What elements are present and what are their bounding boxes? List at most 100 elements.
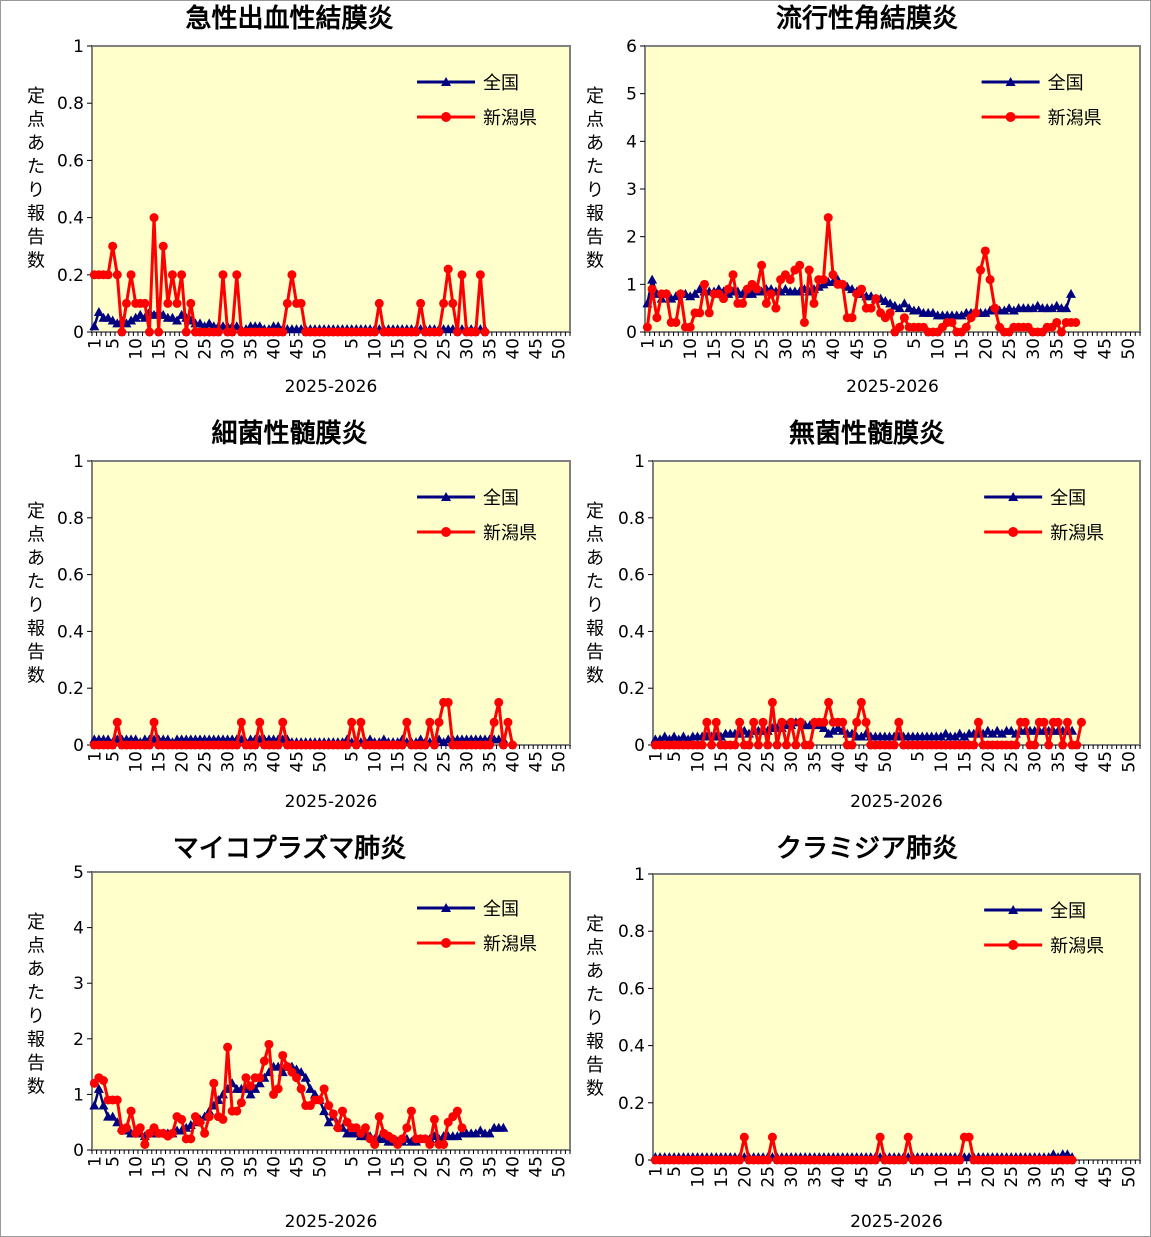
x-tick-label: 25 <box>196 751 216 773</box>
data-point-niigata <box>1072 740 1082 750</box>
x-tick-label: 15 <box>389 1156 409 1178</box>
data-point-national <box>659 731 670 741</box>
data-point-niigata <box>809 298 819 308</box>
data-point-niigata <box>337 1106 347 1116</box>
x-tick-label: 40 <box>1072 751 1092 773</box>
y-tick-label: 1 <box>73 452 84 472</box>
data-point-niigata <box>697 740 707 750</box>
data-point-niigata <box>457 1123 467 1133</box>
x-tick-label: 45 <box>288 1156 308 1178</box>
data-point-national <box>935 731 946 741</box>
data-point-niigata <box>973 717 983 727</box>
x-tick-label: 5 <box>343 751 363 762</box>
data-point-niigata <box>838 279 848 289</box>
x-tick-label: 15 <box>389 751 409 773</box>
x-tick-label: 45 <box>1095 338 1115 360</box>
data-point-national <box>93 306 104 316</box>
data-point-niigata <box>135 1123 145 1133</box>
data-point-niigata <box>805 740 815 750</box>
data-point-niigata <box>719 294 729 304</box>
data-point-niigata <box>140 298 150 308</box>
x-tick-label: 35 <box>806 1166 826 1188</box>
x-tick-label: 50 <box>311 751 331 773</box>
y-tick-label: 0.2 <box>618 679 645 699</box>
data-point-niigata <box>246 1081 256 1091</box>
data-point-national <box>940 728 951 738</box>
data-point-niigata <box>112 1095 122 1105</box>
x-tick-label: 50 <box>550 338 570 360</box>
data-point-niigata <box>402 717 412 727</box>
data-point-national <box>300 1072 311 1082</box>
data-point-niigata <box>167 1128 177 1138</box>
chart-title: 無菌性髄膜炎 <box>789 419 945 449</box>
data-point-niigata <box>861 717 871 727</box>
data-point-niigata <box>342 740 352 750</box>
data-point-niigata <box>121 298 131 308</box>
data-point-niigata <box>885 308 895 318</box>
x-tick-label: 30 <box>1024 338 1044 360</box>
data-point-national <box>950 731 961 741</box>
data-point-niigata <box>356 717 366 727</box>
data-point-niigata <box>498 740 508 750</box>
x-tick-label: 15 <box>712 1166 732 1188</box>
x-tick-label: 40 <box>504 338 524 360</box>
x-tick-label: 25 <box>196 338 216 360</box>
x-tick-label: 30 <box>782 751 802 773</box>
y-axis-label: 定点あたり報告数 <box>27 86 45 272</box>
x-tick-label: 5 <box>657 338 677 349</box>
data-point-niigata <box>347 717 357 727</box>
data-point-niigata <box>676 289 686 299</box>
data-point-niigata <box>429 740 439 750</box>
x-tick-label: 50 <box>550 1156 570 1178</box>
data-point-niigata <box>360 1123 370 1133</box>
x-tick-label: 10 <box>932 751 952 773</box>
y-tick-label: 0.4 <box>57 622 84 642</box>
y-tick-label: 0 <box>634 736 645 756</box>
data-point-niigata <box>763 740 773 750</box>
y-tick-label: 1 <box>626 275 637 295</box>
data-point-national <box>685 291 696 301</box>
legend-label-national: 全国 <box>1050 488 1086 509</box>
data-point-niigata <box>420 740 430 750</box>
data-point-national <box>670 291 681 301</box>
data-point-niigata <box>1056 327 1066 337</box>
data-point-national <box>107 1111 118 1121</box>
y-axis-label: 定点あたり報告数 <box>586 914 604 1100</box>
data-point-national <box>89 321 100 331</box>
data-point-niigata <box>894 717 904 727</box>
x-tick-label: 45 <box>1096 751 1116 773</box>
legend-label-niigata: 新潟県 <box>483 108 537 129</box>
legend-marker-niigata <box>441 112 452 122</box>
data-point-niigata <box>903 1132 913 1142</box>
x-tick-label: 35 <box>806 751 826 773</box>
y-tick-label: 0.6 <box>618 566 645 586</box>
data-point-niigata <box>738 298 748 308</box>
x-tick-label: 35 <box>1049 1166 1069 1188</box>
data-point-niigata <box>397 1134 407 1144</box>
data-point-niigata <box>785 275 795 285</box>
data-point-niigata <box>259 1056 269 1066</box>
data-point-niigata <box>149 213 159 223</box>
data-point-niigata <box>250 740 260 750</box>
data-point-national <box>452 1131 463 1141</box>
y-tick-label: 0.2 <box>57 266 84 286</box>
x-tick-label: 5 <box>665 751 685 762</box>
x-tick-label: 50 <box>311 1156 331 1178</box>
x-tick-label: 45 <box>852 751 872 773</box>
x-tick-label: 45 <box>848 338 868 360</box>
x-tick-label: 45 <box>527 1156 547 1178</box>
x-tick-label: 25 <box>196 1156 216 1178</box>
x-tick-label: 15 <box>150 338 170 360</box>
data-point-niigata <box>278 1050 288 1060</box>
x-axis-label: 2025-2026 <box>285 792 378 812</box>
data-point-niigata <box>232 740 242 750</box>
data-point-niigata <box>899 1155 909 1165</box>
data-point-niigata <box>761 298 771 308</box>
y-tick-label: 0.4 <box>57 209 84 229</box>
data-point-niigata <box>209 1078 219 1088</box>
x-tick-label: 25 <box>435 751 455 773</box>
data-point-national <box>98 1100 109 1110</box>
x-tick-label: 1 <box>85 1156 105 1167</box>
data-point-national <box>996 728 1007 738</box>
data-point-national <box>89 1100 100 1110</box>
